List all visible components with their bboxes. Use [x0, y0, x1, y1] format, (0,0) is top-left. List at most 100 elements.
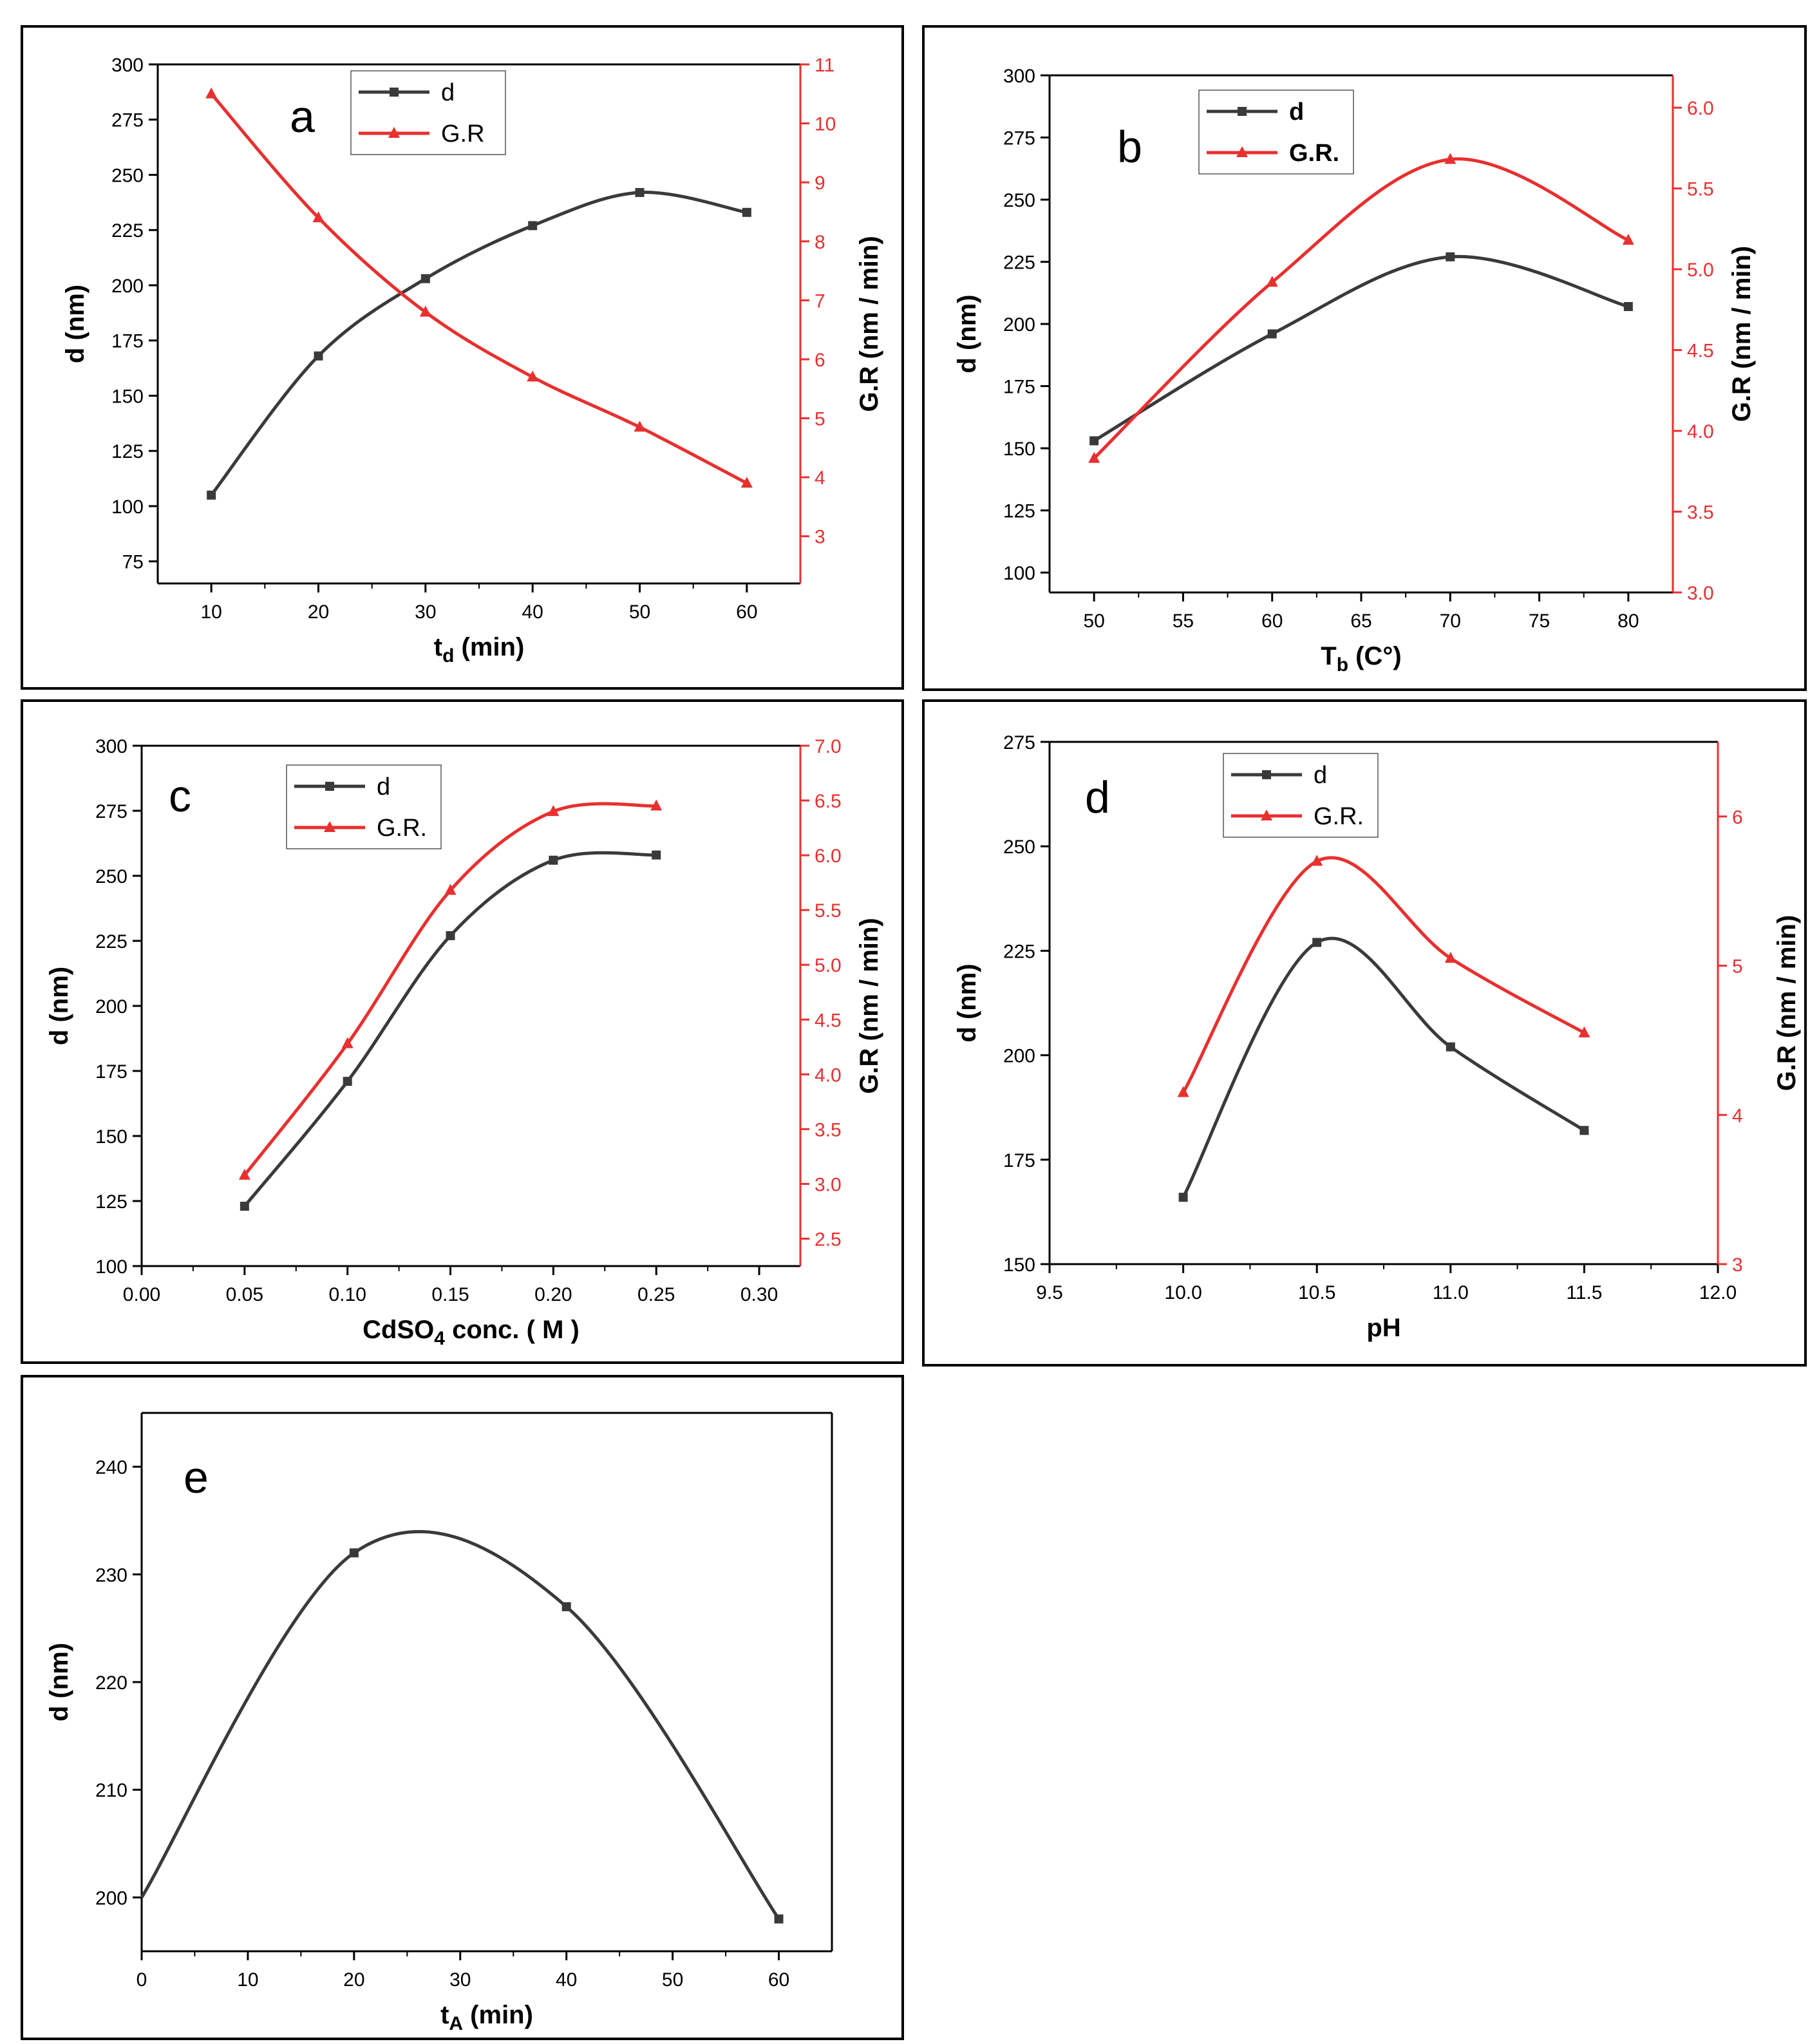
point-gr [341, 1037, 353, 1048]
legend-box [350, 70, 506, 155]
y2-tick-label: 3.5 [815, 1119, 842, 1140]
legend-marker-gr [388, 127, 400, 138]
y-tick-label: 100 [111, 497, 144, 518]
legend: d G.R [350, 70, 506, 155]
x-axis-label-sub: b [1337, 654, 1348, 676]
y-tick-label: 230 [95, 1565, 127, 1586]
y-tick-label: 175 [1003, 377, 1035, 398]
legend-box [286, 764, 442, 849]
series-line-d [243, 851, 657, 1207]
x-tick-label: 0.10 [328, 1284, 366, 1305]
x-axis-label-sub: 4 [434, 1328, 445, 1349]
x-axis-label-main: t [440, 2001, 449, 2029]
y2-axis-label: G.R (nm / min) [855, 236, 883, 412]
legend-label-gr: G.R. [377, 815, 427, 842]
y2-tick-label: 5.0 [1687, 260, 1714, 281]
y2-tick-label: 7 [815, 290, 825, 312]
point-d [635, 187, 645, 197]
x-tick-label: 20 [343, 1969, 364, 1991]
y2-tick-label: 6.0 [1687, 98, 1714, 119]
point-gr [740, 477, 753, 488]
y-tick-label: 250 [1003, 190, 1035, 211]
x-tick-label: 50 [629, 601, 650, 623]
y2-tick-label: 2.5 [815, 1229, 842, 1250]
y-tick-label: 200 [111, 276, 144, 297]
point-gr [312, 211, 325, 223]
legend-marker-d [390, 88, 399, 97]
point-d [1089, 436, 1099, 446]
y2-tick-label: 10 [815, 114, 836, 135]
x-tick-label: 30 [449, 1969, 471, 1991]
legend-label-d: d [1314, 762, 1327, 789]
chart-e: 0 10 20 30 40 50 60 200 210 220 230 240 tA (min) d (n… [45, 1412, 833, 2034]
y2-tick-label: 6 [1732, 807, 1743, 828]
y-tick-label: 275 [95, 801, 127, 822]
point-d [1623, 302, 1633, 312]
x-tick-label: 10.0 [1164, 1282, 1202, 1303]
point-d [349, 1548, 359, 1558]
frame-a [21, 25, 904, 690]
chart-c: 0.00 0.05 0.10 0.15 0.20 0.25 0.30 100 125 150 175… [45, 736, 883, 1349]
x-tick-label: 0.15 [431, 1284, 469, 1305]
chart-b: 50 55 60 65 70 75 80 100 125 150 175 200 225 250 275 30… [953, 66, 1756, 676]
point-d [207, 490, 216, 500]
point-gr [650, 799, 663, 811]
x-tick-label: 60 [768, 1969, 789, 1991]
x-tick-label: 9.5 [1036, 1282, 1063, 1303]
y-tick-label: 225 [1003, 252, 1035, 274]
point-gr [419, 305, 431, 317]
chart-a: 10 20 30 40 50 607510012515017520022525027530… [61, 55, 883, 667]
x-axis-label-main: T [1321, 642, 1336, 670]
series-line-gr [243, 802, 657, 1177]
legend-marker-gr [1236, 146, 1248, 157]
x-axis-label-rest: (C°) [1348, 642, 1402, 670]
y2-tick-label: 3.0 [1687, 583, 1714, 604]
series-line-d [1093, 254, 1629, 442]
y-tick-label: 275 [111, 110, 144, 131]
point-d [1446, 1042, 1455, 1052]
point-gr [1444, 153, 1456, 164]
point-gr [444, 884, 457, 895]
point-d [343, 1077, 352, 1086]
y2-axis-label: G.R (nm / min) [1773, 915, 1801, 1091]
y2-tick-label: 5.0 [815, 955, 842, 976]
legend-label-gr: G.R [441, 120, 485, 147]
x-tick-label: 0 [137, 1969, 147, 1991]
x-tick-label: 10.5 [1298, 1282, 1335, 1303]
point-gr [1088, 451, 1100, 463]
x-tick-label: 75 [1529, 610, 1550, 632]
y2-tick-label: 6.0 [815, 846, 842, 867]
frame-b [922, 25, 1807, 691]
y2-tick-label: 6 [815, 350, 825, 371]
panel-letter: e [184, 1452, 209, 1502]
x-tick-label: 10 [200, 601, 221, 623]
x-axis-label-rest: (min) [463, 2001, 533, 2029]
x-axis-label-rest: (min) [454, 633, 524, 661]
y-tick-label: 250 [1003, 837, 1035, 858]
y2-tick-label: 4.5 [815, 1010, 842, 1031]
panel-letter: b [1117, 122, 1142, 172]
x-tick-label: 0.30 [740, 1284, 778, 1305]
series-line-d [140, 1529, 780, 1920]
x-tick-label: 60 [1261, 610, 1283, 632]
legend-marker-gr [324, 821, 335, 832]
y-tick-label: 150 [1003, 1254, 1035, 1276]
y-tick-label: 240 [95, 1457, 127, 1479]
y-axis-label: d (nm) [953, 963, 981, 1042]
point-gr [1444, 951, 1456, 963]
x-tick-label: 65 [1350, 610, 1371, 632]
x-axis-label-main: t [434, 633, 442, 661]
series-line-d [1182, 936, 1585, 1198]
point-d [561, 1602, 571, 1611]
x-tick-label: 10 [237, 1969, 258, 1991]
y2-tick-label: 4 [815, 468, 825, 489]
x-tick-label: 55 [1173, 610, 1194, 632]
x-tick-label: 0.05 [226, 1284, 263, 1305]
point-d [446, 931, 455, 940]
y-tick-label: 125 [111, 441, 144, 462]
y-tick-label: 200 [95, 1888, 127, 1909]
y-tick-label: 175 [111, 331, 144, 352]
y2-tick-label: 5 [1732, 956, 1743, 978]
frame-e [21, 1375, 904, 2040]
